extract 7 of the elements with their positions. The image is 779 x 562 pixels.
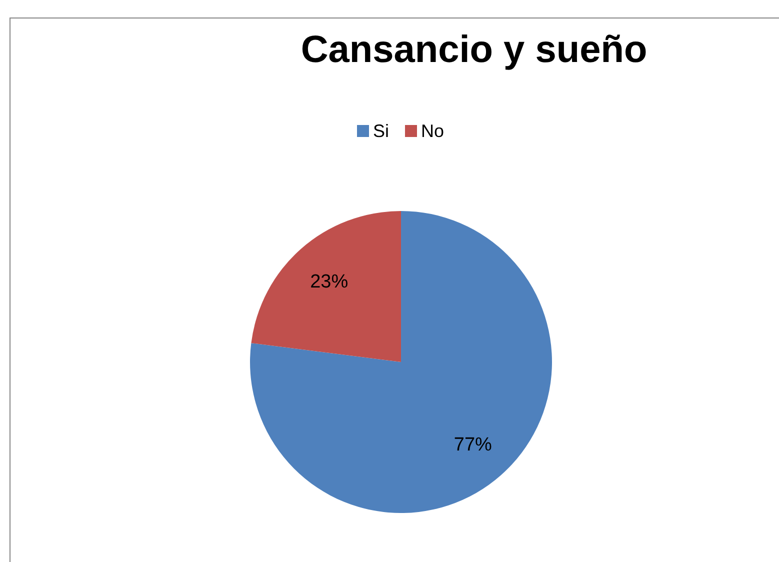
legend-label: No [421, 121, 444, 141]
chart-title: Cansancio y sueño [300, 29, 648, 71]
pie-slice [250, 211, 552, 513]
pie-slice [251, 211, 401, 362]
data-label: 77% [454, 434, 492, 456]
data-label: 23% [310, 271, 348, 292]
legend-label: Si [373, 121, 390, 141]
